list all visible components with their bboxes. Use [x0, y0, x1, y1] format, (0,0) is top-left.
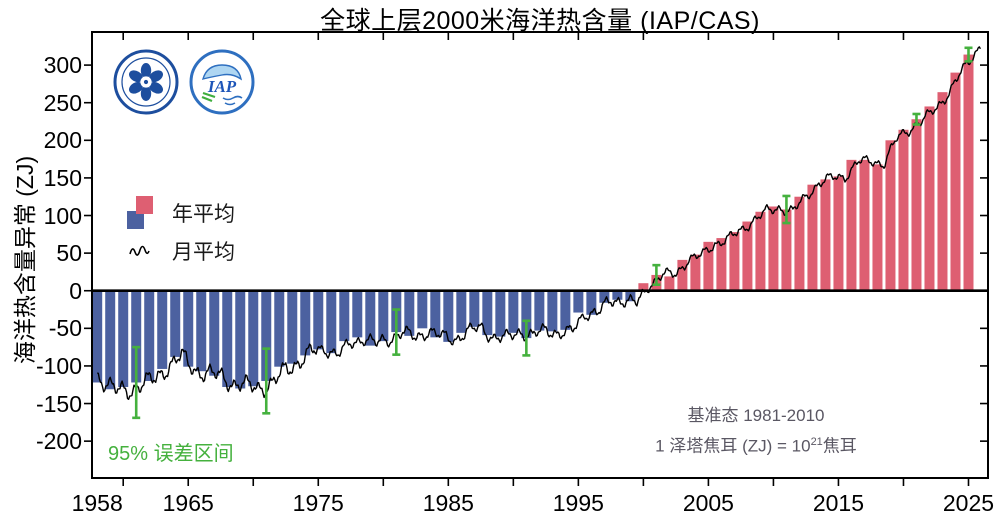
x-tick-label: 2005 — [682, 490, 734, 516]
y-tick-label: 200 — [43, 127, 82, 154]
y-tick-label: 0 — [69, 277, 82, 304]
x-tick-label: 2025 — [942, 490, 995, 516]
x-tick-label: 1995 — [552, 490, 604, 516]
legend-monthly-label: 月平均 — [172, 241, 235, 264]
baseline-note-block: 基准态 1981-2010 1 泽塔焦耳 (ZJ) = 1021焦耳 — [546, 402, 966, 460]
y-tick-label: -100 — [35, 352, 82, 379]
annual-swatch-icon — [126, 195, 162, 231]
annual-negative-swatch — [127, 211, 144, 229]
legend-annual-label: 年平均 — [172, 203, 235, 226]
cas-logo-icon — [113, 49, 179, 115]
y-tick-label: -150 — [35, 390, 82, 417]
monthly-line-icon — [129, 245, 150, 256]
unit-exponent: 21 — [810, 436, 823, 448]
y-tick-label: 250 — [43, 89, 82, 116]
y-tick-label: -50 — [48, 315, 82, 342]
chart-title: 全球上层2000米海洋热含量 (IAP/CAS) — [320, 7, 760, 35]
y-tick-label: 100 — [43, 202, 82, 229]
y-tick-label: 150 — [43, 164, 82, 191]
legend-monthly: 月平均 — [126, 232, 235, 270]
x-tick-label: 1985 — [422, 490, 474, 516]
legend: 年平均 月平均 — [126, 194, 235, 270]
unit-note: 1 泽塔焦耳 (ZJ) = 1021焦耳 — [655, 436, 857, 456]
logos: IAP — [113, 49, 255, 115]
x-tick-label: 2015 — [812, 490, 865, 516]
x-tick-label: 1975 — [292, 490, 344, 516]
y-tick-label: -200 — [35, 428, 82, 455]
error-interval-note: 95% 误差区间 — [108, 443, 234, 465]
baseline-note: 基准态 1981-2010 — [687, 406, 825, 425]
iap-logo-text: IAP — [207, 77, 237, 96]
x-tick-label: 1965 — [162, 490, 214, 516]
x-tick-label: 1958 — [71, 490, 123, 516]
y-tick-label: 50 — [56, 240, 82, 267]
annual-positive-swatch — [136, 196, 153, 214]
legend-annual: 年平均 — [126, 194, 235, 232]
y-tick-label: 300 — [43, 52, 82, 79]
iap-logo-icon: IAP — [189, 49, 255, 115]
